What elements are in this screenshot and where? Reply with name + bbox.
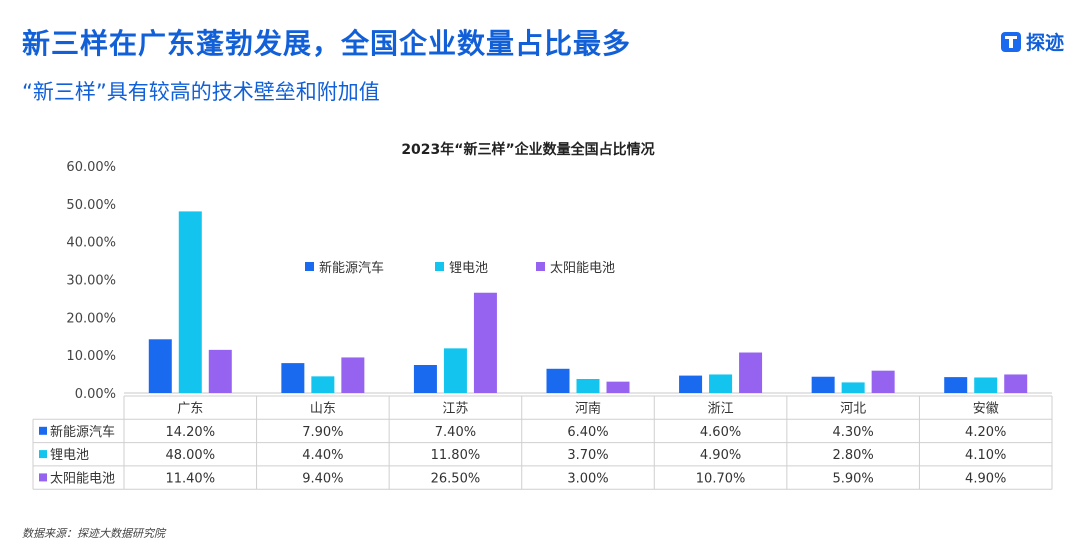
bar-太阳能电池-江苏 [473, 292, 497, 393]
y-tick-label: 50.00% [66, 198, 116, 213]
page-subheadline: “新三样”具有较高的技术壁垒和附加值 [22, 80, 380, 104]
x-category-label: 广东 [177, 402, 203, 417]
table-legend-key-锂电池 [39, 450, 47, 459]
table-cell-value: 3.00% [567, 471, 608, 486]
table-cell-value: 4.20% [965, 425, 1006, 440]
x-category-label: 河北 [840, 402, 866, 417]
table-cell-value: 6.40% [567, 425, 608, 440]
bar-新能源汽车-浙江 [679, 375, 703, 393]
bar-锂电池-浙江 [709, 374, 733, 393]
bar-新能源汽车-江苏 [413, 365, 437, 393]
table-cell-value: 11.80% [431, 448, 481, 463]
x-category-label: 浙江 [708, 402, 734, 417]
table-cell-value: 5.90% [832, 471, 873, 486]
table-row-label: 锂电池 [50, 448, 89, 463]
table-cell-value: 7.40% [435, 425, 476, 440]
brand-name: 探迹 [1025, 32, 1064, 54]
chart-title: 2023年“新三样”企业数量全国占比情况 [401, 141, 654, 158]
page-headline: 新三样在广东蓬勃发展，全国企业数量占比最多 [22, 27, 632, 60]
table-cell-value: 4.40% [302, 448, 343, 463]
x-category-label: 江苏 [442, 401, 468, 417]
bar-新能源汽车-河南 [546, 368, 570, 393]
table-row-label: 新能源汽车 [50, 424, 115, 440]
table-cell-value: 4.60% [700, 425, 741, 440]
bar-太阳能电池-河南 [606, 381, 630, 393]
brand-logo: 探迹 [1000, 28, 1064, 55]
bar-锂电池-江苏 [443, 348, 467, 393]
legend-label-新能源汽车: 新能源汽车 [319, 260, 384, 276]
y-tick-label: 10.00% [66, 349, 116, 364]
table-cell-value: 11.40% [165, 471, 215, 486]
bar-锂电池-河北 [841, 382, 865, 393]
legend-swatch-太阳能电池 [536, 262, 545, 271]
bar-太阳能电池-安徽 [1004, 374, 1028, 393]
y-tick-label: 0.00% [75, 387, 116, 402]
bar-新能源汽车-广东 [148, 339, 172, 393]
legend-swatch-锂电池 [435, 262, 444, 271]
bar-锂电池-广东 [178, 211, 202, 393]
table-cell-value: 4.90% [700, 448, 741, 463]
bar-锂电池-安徽 [974, 377, 998, 393]
x-category-label: 安徽 [973, 402, 999, 417]
table-cell-value: 48.00% [165, 448, 215, 463]
bar-太阳能电池-河北 [871, 370, 895, 393]
table-legend-key-新能源汽车 [39, 426, 47, 435]
bar-太阳能电池-浙江 [739, 352, 763, 393]
table-row-label: 太阳能电池 [50, 471, 115, 486]
table-cell-value: 26.50% [431, 471, 481, 486]
x-category-label: 河南 [575, 401, 601, 417]
bar-新能源汽车-安徽 [944, 377, 968, 393]
table-legend-key-太阳能电池 [39, 473, 47, 482]
bar-锂电池-山东 [311, 376, 335, 393]
legend-label-太阳能电池: 太阳能电池 [550, 261, 615, 276]
x-category-label: 山东 [310, 402, 336, 417]
y-tick-label: 40.00% [66, 236, 116, 251]
table-cell-value: 3.70% [567, 448, 608, 463]
table-cell-value: 14.20% [165, 425, 215, 440]
brand-t-icon [1000, 31, 1021, 52]
y-tick-label: 20.00% [66, 311, 116, 326]
y-tick-label: 60.00% [66, 160, 116, 175]
table-cell-value: 2.80% [832, 448, 873, 463]
table-cell-value: 7.90% [302, 425, 343, 440]
legend-label-锂电池: 锂电池 [449, 261, 488, 276]
table-cell-value: 4.30% [832, 425, 873, 440]
table-cell-value: 4.90% [965, 471, 1006, 486]
bar-太阳能电池-广东 [208, 349, 232, 393]
bar-新能源汽车-山东 [281, 363, 305, 393]
table-cell-value: 9.40% [302, 471, 343, 486]
bar-新能源汽车-河北 [811, 376, 835, 393]
data-source-note: 数据来源：探迹大数据研究院 [22, 527, 165, 540]
legend-swatch-新能源汽车 [305, 262, 314, 271]
bar-太阳能电池-山东 [341, 357, 365, 393]
table-cell-value: 10.70% [696, 471, 746, 486]
bar-锂电池-河南 [576, 379, 600, 393]
table-cell-value: 4.10% [965, 448, 1006, 463]
y-tick-label: 30.00% [66, 274, 116, 289]
